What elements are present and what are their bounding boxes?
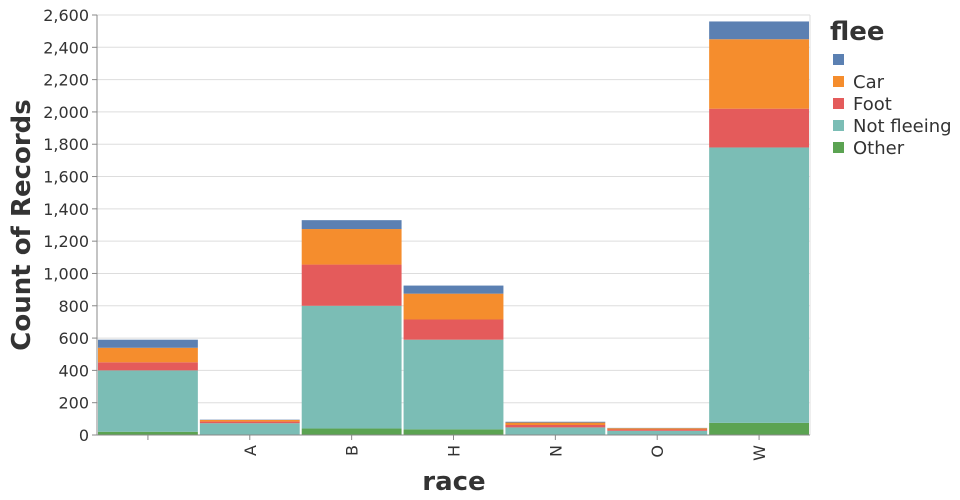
x-tick-label: H — [445, 445, 464, 457]
y-tick-label: 2,600 — [43, 6, 89, 25]
bar-segment-not-fleeing-O — [607, 430, 708, 435]
y-axis-title: Count of Records — [7, 99, 37, 351]
bar-segment-other-H — [403, 429, 504, 435]
legend-label: Foot — [853, 94, 892, 115]
bar-segment-not-fleeing-blank — [98, 370, 198, 432]
bar-segment-not-fleeing-H — [403, 339, 504, 430]
legend-swatch — [833, 76, 844, 87]
y-tick-label: 1,600 — [43, 168, 89, 187]
legend-label: Not fleeing — [853, 116, 952, 137]
y-tick-label: 600 — [58, 329, 89, 348]
x-axis-title: race — [422, 467, 485, 497]
x-tick-label: W — [750, 445, 769, 461]
y-tick-label: 1,400 — [43, 200, 89, 219]
bars — [98, 21, 809, 435]
legend-swatch — [833, 142, 844, 153]
bar-segment-foot-H — [403, 319, 504, 340]
bar-segment-other-B — [301, 428, 402, 435]
y-tick-label: 1,200 — [43, 232, 89, 251]
y-tick-label: 400 — [58, 361, 89, 380]
bar-segment-car-blank — [98, 347, 198, 363]
bar-segment-car-B — [301, 229, 402, 265]
bar-segment-foot-A — [199, 421, 300, 424]
x-tick-label: O — [648, 445, 667, 458]
bar-segment-not-fleeing-N — [505, 427, 606, 435]
bar-segment-not-fleeing-A — [199, 423, 300, 435]
y-tick-label: 1,800 — [43, 135, 89, 154]
y-tick-label: 800 — [58, 297, 89, 316]
bar-segment-blank-B — [301, 220, 402, 230]
y-tick-label: 1,000 — [43, 264, 89, 283]
legend-label: Car — [853, 72, 885, 93]
bar-segment-blank-H — [403, 285, 504, 294]
y-tick-label: 200 — [58, 394, 89, 413]
y-tick-label: 2,200 — [43, 71, 89, 90]
bar-segment-blank-blank — [98, 339, 198, 348]
bar-segment-car-W — [709, 39, 809, 109]
bar-segment-foot-W — [709, 108, 809, 148]
legend-swatch — [833, 54, 844, 65]
bar-segment-car-N — [505, 422, 606, 425]
legend-swatch — [833, 120, 844, 131]
bar-segment-not-fleeing-W — [709, 147, 809, 423]
bar-segment-foot-B — [301, 264, 402, 306]
legend-label: Other — [853, 138, 905, 159]
axes: 0 200 400 600 800 1,000 1,200 1,400 1,600 1,800 2,… — [43, 6, 810, 461]
bar-segment-car-A — [199, 419, 300, 422]
y-tick-label: 0 — [79, 426, 89, 445]
x-tick-label: A — [241, 445, 260, 456]
x-tick-label: B — [343, 445, 362, 456]
y-tick-label: 2,000 — [43, 103, 89, 122]
legend-swatch — [833, 98, 844, 109]
bar-segment-blank-W — [709, 21, 809, 40]
bar-segment-blank-N — [505, 421, 606, 423]
x-tick-label: N — [546, 445, 565, 457]
legend-title: flee — [830, 17, 885, 47]
bar-segment-car-H — [403, 293, 504, 320]
bar-segment-car-O — [607, 428, 708, 430]
bar-segment-other-blank — [98, 431, 198, 435]
bar-segment-foot-blank — [98, 362, 198, 371]
y-tick-label: 2,400 — [43, 38, 89, 57]
bar-segment-other-W — [709, 422, 809, 435]
bar-segment-not-fleeing-B — [301, 305, 402, 429]
bar-segment-foot-O — [607, 429, 708, 431]
bar-segment-foot-N — [505, 424, 606, 428]
